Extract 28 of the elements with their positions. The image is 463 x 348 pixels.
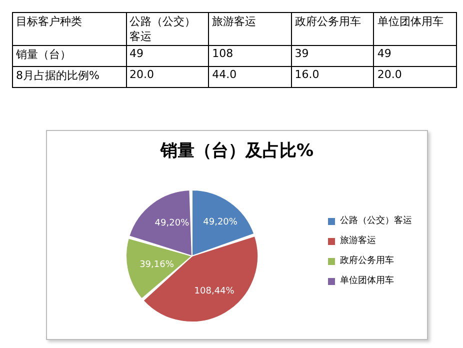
text: ,16% [151,260,174,270]
text: 20.0 [374,66,456,88]
text: 49 [126,46,209,66]
text: 8月占据的比例% [12,66,126,88]
chart-title: 销量（台）及占比% [159,140,315,162]
text: 44.0 [208,66,292,88]
category-label: 单位团体用车 [377,15,444,28]
data-label: 39 [140,260,152,270]
legend-label: 政府公务用车 [340,254,394,268]
text: ,20% [214,218,238,228]
legend-label: 单位团体用车 [340,274,394,288]
category-label: 政府公务用车 [294,15,361,28]
text: 销量（台） [12,46,126,66]
category-label: 旅游客运 [212,15,256,28]
category-label: 公路（公交）客运 [130,15,196,43]
text: 49 [374,46,456,66]
text: 目标客户种类 [12,12,126,46]
legend-label: 旅游客运 [340,234,376,248]
legend-label: 公路（公交）客运 [340,214,412,228]
text: 108 [208,46,292,66]
data-label: 108 [194,286,212,296]
data-label: 49 [203,218,215,228]
text: ,20% [166,218,190,228]
text: 39 [291,46,374,66]
text: 16.0 [291,66,374,88]
text: 20.0 [126,66,209,88]
text: ,44% [211,286,235,296]
data-label: 49 [154,218,167,228]
